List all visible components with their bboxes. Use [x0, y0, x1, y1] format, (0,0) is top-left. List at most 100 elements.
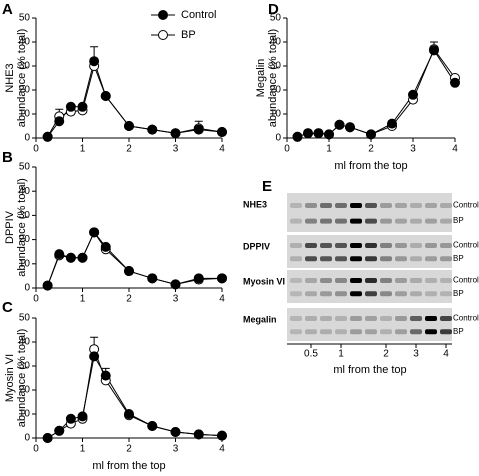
blot-band [395, 218, 407, 224]
y-tick-label: 40 [19, 337, 31, 348]
x-tick-label: 3 [413, 349, 419, 360]
x-tick-label: 1 [80, 144, 86, 155]
blot-band [380, 218, 392, 224]
blot-band [410, 256, 422, 262]
x-tick-label: 1 [80, 294, 86, 305]
y-tick-label: 0 [24, 433, 30, 444]
x-tick-label: 4 [219, 294, 225, 305]
blot-band [335, 243, 347, 249]
blot-band [395, 329, 407, 335]
blot-band [410, 291, 422, 297]
y-axis-label: abundance (% total) [267, 29, 279, 127]
panel-letter: B [2, 149, 13, 166]
marker [408, 89, 418, 100]
marker [77, 101, 88, 112]
marker [303, 128, 313, 139]
blot-band [365, 218, 377, 224]
marker [313, 128, 324, 139]
blot-band [380, 291, 392, 297]
condition-label: Control [453, 314, 479, 323]
x-tick-label: 4 [452, 144, 458, 155]
panel-letter: E [262, 178, 272, 195]
blot-band [320, 329, 332, 335]
y-tick-label: 10 [19, 409, 31, 420]
y-axis-label: abundance (% total) [16, 29, 28, 127]
marker [65, 252, 76, 263]
blot-band [440, 278, 452, 284]
blot-band [290, 316, 302, 322]
blot-band [290, 329, 302, 335]
blot-band [425, 256, 437, 262]
blot-band [425, 329, 437, 335]
y-tick-label: 30 [270, 61, 282, 72]
blot-band [290, 202, 302, 208]
blot-band [440, 202, 452, 208]
blot-band [440, 291, 452, 297]
marker [54, 116, 65, 127]
x-axis-label: ml from the top [334, 160, 407, 172]
condition-label: Control [453, 201, 479, 210]
y-axis-label: abundance (% total) [16, 329, 28, 427]
x-axis-label: ml from the top [92, 460, 165, 472]
marker [324, 129, 334, 140]
blot-band [320, 202, 332, 208]
condition-label: BP [453, 216, 464, 225]
legend-label: BP [181, 29, 196, 41]
x-tick-label: 3 [410, 144, 416, 155]
x-tick-label: 0.5 [304, 349, 318, 360]
marker [345, 122, 355, 133]
x-tick-label: 4 [443, 349, 449, 360]
marker [217, 273, 227, 284]
blot-label: DPPIV [243, 241, 270, 251]
series-line [297, 48, 456, 138]
x-tick-label: 4 [219, 144, 225, 155]
legend-marker [158, 10, 168, 20]
blot-band [320, 243, 332, 249]
marker [124, 121, 134, 131]
x-tick-label: 1 [326, 144, 332, 155]
blot-band [365, 278, 377, 284]
y-axis-label: Megalin [255, 59, 267, 98]
marker [42, 131, 53, 142]
y-tick-label: 30 [19, 210, 31, 221]
marker [42, 280, 53, 291]
blot-band [320, 218, 332, 224]
blot-band [305, 256, 317, 262]
x-tick-label: 0 [33, 444, 39, 455]
blot-band [290, 243, 302, 249]
marker [100, 370, 111, 381]
marker [89, 227, 100, 238]
y-tick-label: 0 [24, 283, 30, 294]
x-tick-label: 0 [33, 294, 39, 305]
blot-band [410, 316, 422, 322]
y-tick-label: 50 [19, 162, 31, 173]
condition-label: BP [453, 254, 464, 263]
blot-band [440, 316, 452, 322]
blot-band [290, 291, 302, 297]
blot-band [350, 243, 362, 249]
blot-band [410, 329, 422, 335]
y-axis-label: DPPIV [4, 210, 16, 244]
blot-strip [287, 235, 452, 268]
y-tick-label: 30 [19, 61, 31, 72]
blot-band [380, 202, 392, 208]
blot-band [320, 278, 332, 284]
marker [366, 129, 376, 140]
blot-band [410, 278, 422, 284]
blot-band [365, 316, 377, 322]
blot-band [425, 316, 437, 322]
blot-band [410, 202, 422, 208]
blot-band [290, 218, 302, 224]
x-tick-label: 1 [338, 349, 344, 360]
blot-band [320, 291, 332, 297]
marker [124, 409, 134, 419]
marker [124, 266, 134, 277]
axes [286, 18, 455, 139]
marker [77, 252, 88, 263]
y-tick-label: 20 [19, 385, 31, 396]
blot-band [305, 329, 317, 335]
blot-band [365, 256, 377, 262]
blot-band [305, 202, 317, 208]
y-tick-label: 50 [270, 13, 282, 24]
marker [100, 91, 111, 101]
